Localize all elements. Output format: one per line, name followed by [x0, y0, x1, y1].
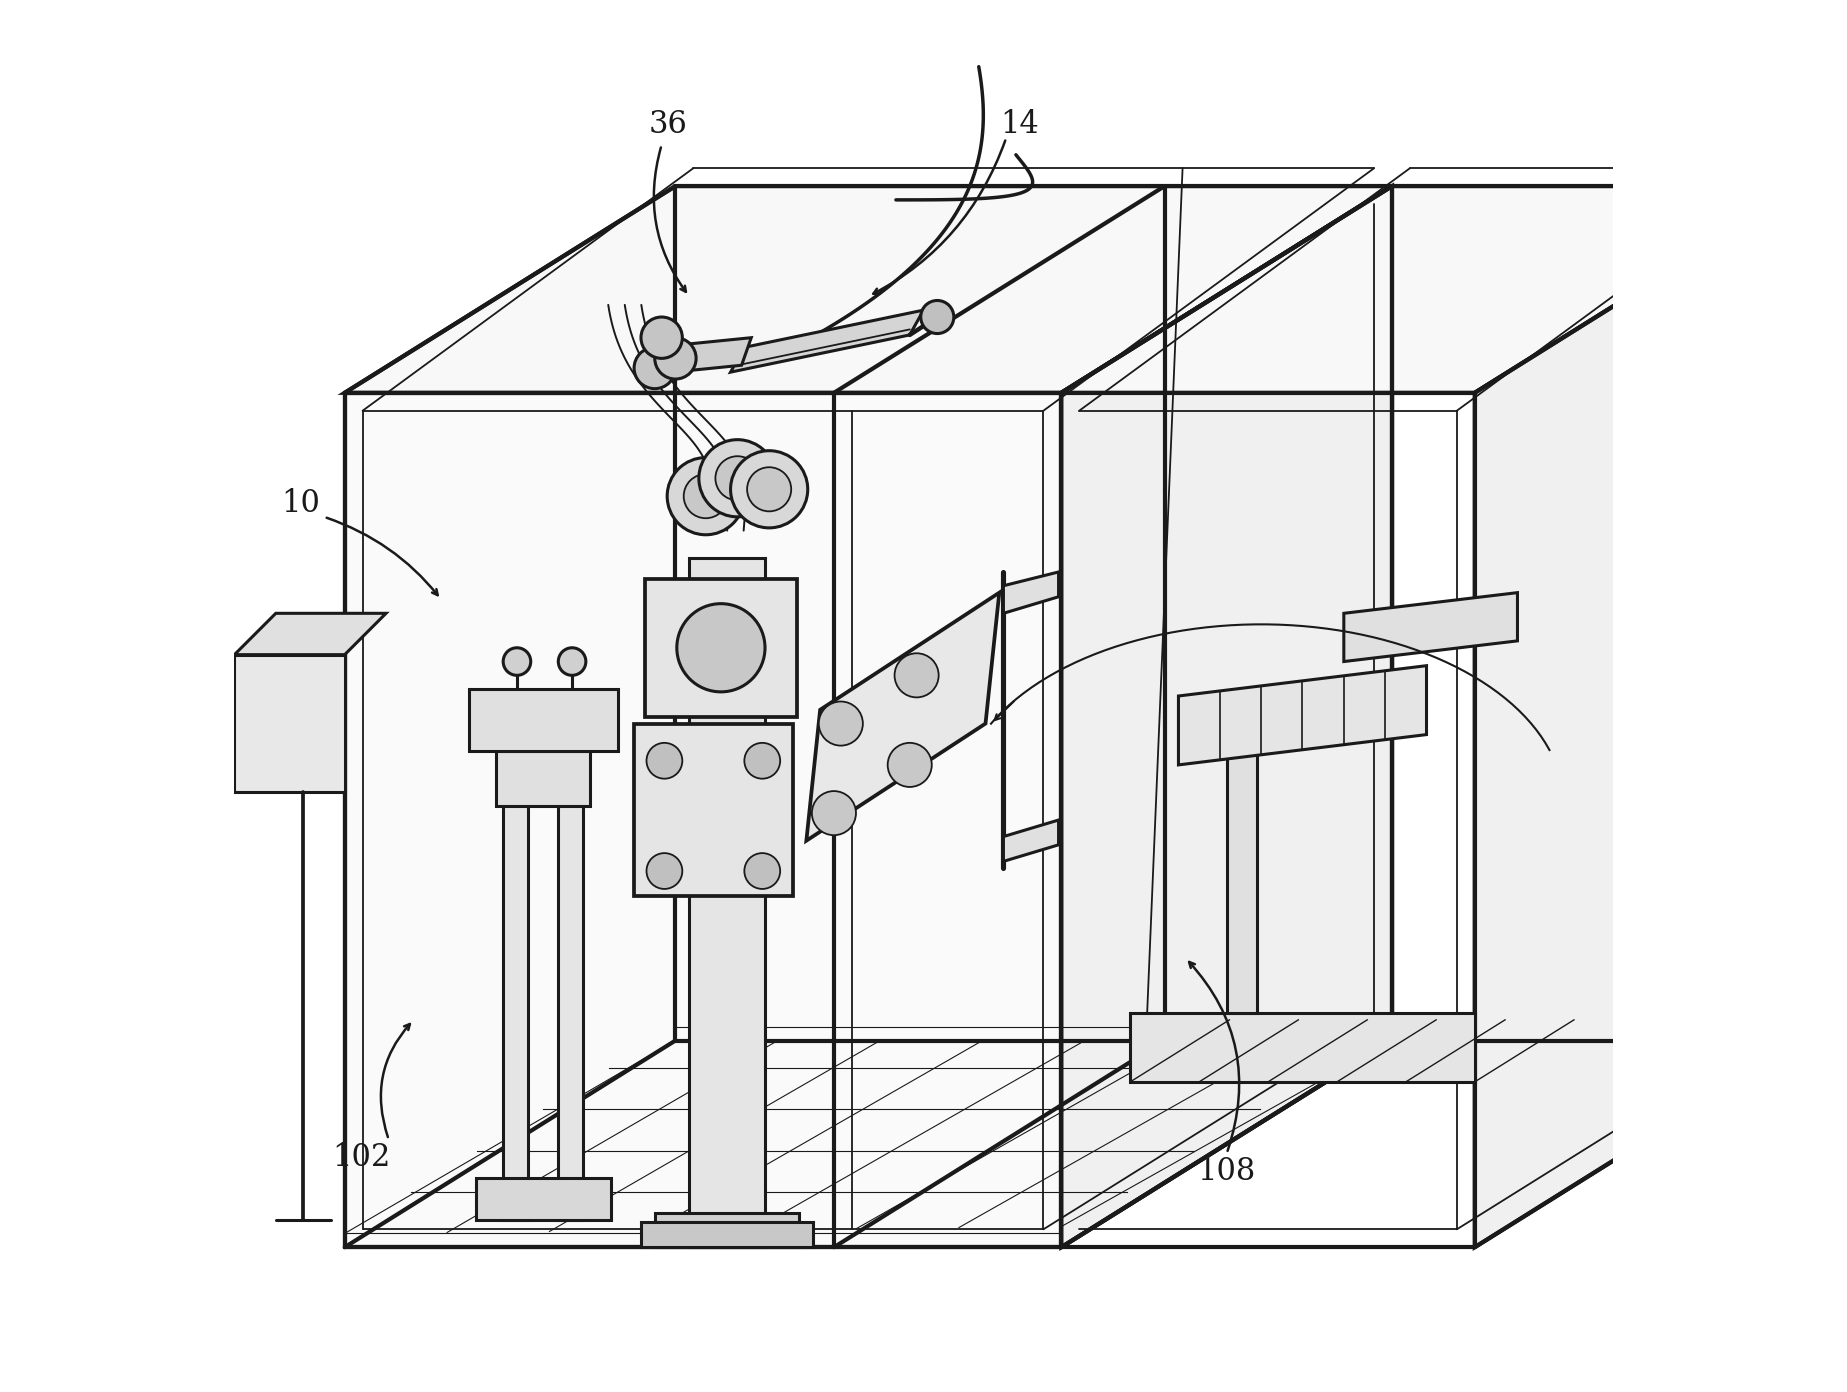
Polygon shape	[672, 338, 752, 372]
Polygon shape	[1178, 665, 1426, 766]
Bar	[469, 689, 617, 752]
Bar	[656, 1212, 800, 1247]
Polygon shape	[235, 654, 345, 792]
Text: 14: 14	[1001, 109, 1040, 139]
Bar	[558, 752, 584, 1219]
Text: 102: 102	[332, 1143, 390, 1173]
Circle shape	[634, 348, 676, 388]
Circle shape	[698, 440, 776, 516]
Polygon shape	[1003, 820, 1058, 862]
Circle shape	[813, 791, 855, 835]
Circle shape	[683, 475, 728, 518]
Circle shape	[746, 468, 791, 511]
Polygon shape	[1474, 187, 1806, 1247]
Circle shape	[744, 853, 779, 889]
Bar	[502, 752, 528, 1219]
Circle shape	[502, 647, 530, 675]
Polygon shape	[345, 393, 1062, 1247]
Circle shape	[744, 743, 779, 778]
Bar	[1130, 1013, 1474, 1082]
Circle shape	[667, 458, 744, 535]
Circle shape	[641, 317, 682, 358]
Polygon shape	[731, 310, 924, 372]
Bar	[497, 752, 589, 806]
Circle shape	[888, 743, 931, 786]
Bar	[689, 558, 765, 1247]
Bar	[645, 579, 796, 717]
Bar	[634, 724, 792, 896]
Circle shape	[922, 301, 953, 334]
Circle shape	[715, 457, 759, 500]
Polygon shape	[807, 593, 999, 841]
Bar	[1226, 738, 1258, 1013]
Bar	[641, 1222, 813, 1247]
Polygon shape	[235, 614, 386, 654]
Polygon shape	[1062, 187, 1806, 393]
Circle shape	[818, 702, 863, 746]
Bar	[477, 1179, 611, 1219]
Circle shape	[558, 647, 585, 675]
Circle shape	[646, 853, 682, 889]
Text: 10: 10	[281, 487, 320, 519]
Circle shape	[731, 451, 807, 528]
Circle shape	[676, 604, 765, 692]
Text: 108: 108	[1197, 1155, 1256, 1187]
Polygon shape	[1003, 572, 1058, 614]
Text: 36: 36	[648, 109, 687, 139]
Circle shape	[656, 338, 696, 379]
Polygon shape	[1345, 593, 1518, 661]
Polygon shape	[1062, 187, 1393, 1247]
Circle shape	[646, 743, 682, 778]
Circle shape	[894, 653, 938, 697]
Polygon shape	[345, 187, 1393, 393]
